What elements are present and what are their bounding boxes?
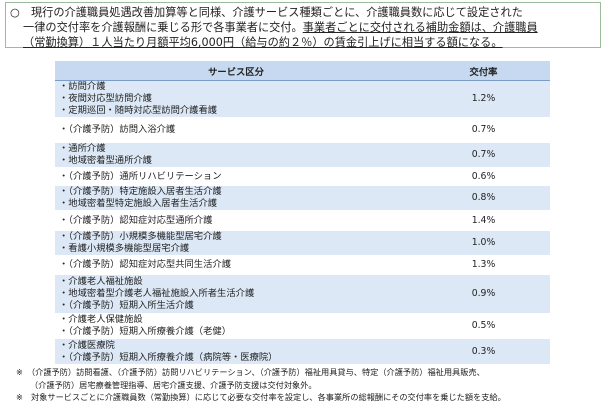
intro-box: ○ 現行の介護職員処遇改善加算等と同様、介護サービス種類ごとに、介護職員数に応じ… — [5, 2, 601, 50]
table-row: ・（介護予防）訪問入浴介護 0.7% — [55, 117, 550, 143]
service-name: ・夜間対応型訪問介護 — [59, 93, 152, 104]
service-name: ・（介護予防）認知症対応型通所介護 — [59, 214, 213, 226]
service-cell: ・訪問介護 ・夜間対応型訪問介護 ・定期巡回・随時対応型訪問介護看護 — [55, 80, 417, 118]
rate-cell: 0.7% — [417, 117, 550, 143]
table-row: ・（介護予防）小規模多機能型居宅介護 ・看護小規模多機能型居宅介護 1.0% — [55, 230, 550, 256]
service-cell: ・（介護予防）認知症対応型共同生活介護 — [55, 255, 417, 275]
rate-cell: 0.8% — [417, 185, 550, 211]
table-row: ・介護老人福祉施設 ・地域密着型介護老人福祉施設入所者生活介護 ・（介護予防）短期入… — [55, 274, 550, 314]
header-cell: サービス区分 — [55, 61, 417, 81]
service-name: ・介護老人保健施設 — [59, 314, 143, 325]
service-name: ・（介護予防）小規模多機能型居宅介護 — [59, 231, 222, 242]
header-row: サービス区分 交付率 — [55, 61, 550, 81]
table-row: ・介護老人保健施設 ・（介護予防）短期入所療養介護（老健） 0.5% — [55, 313, 550, 339]
intro-line: ○ 現行の介護職員処遇改善加算等と同様、介護サービス種類ごとに、介護職員数に応じ… — [10, 5, 596, 20]
intro-line: （常勤換算）１人当たり月額平均6,000円（給与の約２％）の賃金引上げに相当する… — [10, 35, 596, 50]
note-line: ※ 対象サービスごとに介護職員数（常勤換算）に応じて必要な交付率を設定し、各事業… — [16, 392, 506, 402]
rate-cell: 1.2% — [417, 80, 550, 118]
table-row: ・（介護予防）特定施設入居者生活介護 ・地域密着型特定施設入居者生活介護 0.8% — [55, 185, 550, 211]
rate-cell: 0.7% — [417, 142, 550, 168]
note-line: ※ （介護予防）訪問看護、（介護予防）訪問リハビリテーション、（介護予防）福祉用… — [16, 367, 485, 377]
service-cell: ・介護医療院 ・（介護予防）短期入所療養介護（病院等・医療院） — [55, 338, 417, 365]
service-name: ・（介護予防）通所リハビリテーション — [59, 170, 222, 182]
table-row: ・通所介護 ・地域密着型通所介護 0.7% — [55, 142, 550, 168]
rate-cell: 1.0% — [417, 230, 550, 256]
table-row: ・（介護予防）認知症対応型共同生活介護 1.3% — [55, 255, 550, 275]
intro-line: 一律の交付率を介護報酬に乗じる形で各事業者に交付。事業者ごとに交付される補助金額… — [10, 20, 596, 35]
service-name: ・通所介護 — [59, 143, 106, 154]
intro-text: ○ 現行の介護職員処遇改善加算等と同様、介護サービス種類ごとに、介護職員数に応じ… — [10, 6, 523, 19]
rate-cell: 0.9% — [417, 274, 550, 314]
rate-cell: 1.3% — [417, 255, 550, 275]
service-name: ・（介護予防）短期入所療養介護（老健） — [59, 326, 231, 337]
service-cell: ・介護老人保健施設 ・（介護予防）短期入所療養介護（老健） — [55, 313, 417, 339]
service-name: ・看護小規模多機能型居宅介護 — [59, 243, 190, 254]
intro-text: 一律の交付率を介護報酬に乗じる形で各事業者に交付。 — [23, 21, 303, 34]
service-name: ・（介護予防）短期入所療養介護（病院等・医療院） — [59, 351, 278, 363]
rate-cell: 1.4% — [417, 210, 550, 231]
service-cell: ・（介護予防）通所リハビリテーション — [55, 167, 417, 186]
service-name: ・（介護予防）特定施設入居者生活介護 — [59, 186, 222, 197]
notes: ※ （介護予防）訪問看護、（介護予防）訪問リハビリテーション、（介護予防）福祉用… — [16, 366, 506, 404]
rate-table: サービス区分 交付率 ・訪問介護 ・夜間対応型訪問介護 ・定期巡回・随時対応型訪問介… — [55, 61, 550, 365]
rate-cell: 0.6% — [417, 167, 550, 186]
service-cell: ・介護老人福祉施設 ・地域密着型介護老人福祉施設入所者生活介護 ・（介護予防）短期入… — [55, 274, 417, 314]
service-name: ・地域密着型通所介護 — [59, 155, 152, 166]
table-row: ・介護医療院 ・（介護予防）短期入所療養介護（病院等・医療院） 0.3% — [55, 338, 550, 365]
service-name: ・（介護予防）短期入所生活介護 — [59, 300, 194, 311]
service-name: ・定期巡回・随時対応型訪問介護看護 — [59, 105, 218, 116]
service-name: ・介護医療院 — [59, 339, 115, 351]
table-row: ・（介護予防）通所リハビリテーション 0.6% — [55, 167, 550, 186]
service-cell: ・（介護予防）訪問入浴介護 — [55, 117, 417, 143]
service-cell: ・（介護予防）小規模多機能型居宅介護 ・看護小規模多機能型居宅介護 — [55, 230, 417, 256]
intro-text: （常勤換算）１人当たり月額平均6,000円（給与の約２％）の賃金引上げに相当する… — [23, 36, 503, 49]
intro-text: 事業者ごとに交付される補助金額は、介護職員 — [302, 21, 538, 34]
note-line: （介護予防）居宅療養管理指導、居宅介護支援、介護予防支援は交付対象外。 — [30, 379, 317, 390]
service-name: ・訪問介護 — [59, 81, 106, 92]
service-name: ・地域密着型介護老人福祉施設入所者生活介護 — [59, 288, 255, 299]
table-row: ・訪問介護 ・夜間対応型訪問介護 ・定期巡回・随時対応型訪問介護看護 1.2% — [55, 80, 550, 118]
table-row: ・（介護予防）認知症対応型通所介護 1.4% — [55, 210, 550, 231]
service-cell: ・（介護予防）認知症対応型通所介護 — [55, 210, 417, 231]
header-cell: 交付率 — [417, 61, 550, 81]
service-name: ・（介護予防）認知症対応型共同生活介護 — [59, 259, 231, 270]
rate-cell: 0.5% — [417, 313, 550, 339]
service-cell: ・（介護予防）特定施設入居者生活介護 ・地域密着型特定施設入居者生活介護 — [55, 185, 417, 211]
service-name: ・（介護予防）訪問入浴介護 — [59, 124, 176, 135]
service-name: ・地域密着型特定施設入居者生活介護 — [59, 198, 218, 209]
service-cell: ・通所介護 ・地域密着型通所介護 — [55, 142, 417, 168]
rate-cell: 0.3% — [417, 338, 550, 365]
service-name: ・介護老人福祉施設 — [59, 276, 143, 287]
